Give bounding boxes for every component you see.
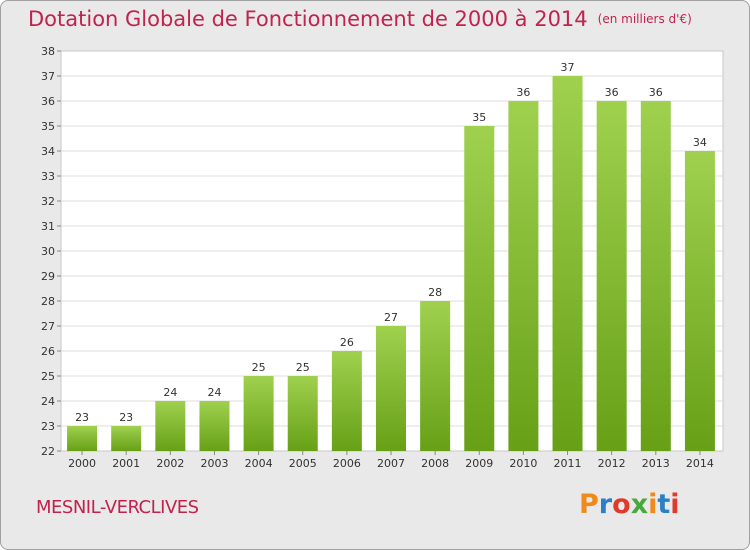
y-axis: 22 23 24 25 26 27 28 29 30 31 32 33 34 35 36 37 38 bbox=[41, 45, 61, 458]
bar-2000 bbox=[67, 426, 98, 451]
x-tick-label: 2013 bbox=[642, 457, 670, 470]
bar-value-label: 25 bbox=[252, 361, 266, 374]
bar-value-label: 26 bbox=[340, 336, 354, 349]
x-tick-label: 2009 bbox=[465, 457, 493, 470]
bar-2010 bbox=[508, 101, 539, 451]
x-tick-label: 2004 bbox=[245, 457, 273, 470]
bar-value-label: 27 bbox=[384, 311, 398, 324]
bar-value-label: 28 bbox=[428, 286, 442, 299]
chart-title-text: Dotation Globale de Fonctionnement de 20… bbox=[28, 7, 588, 31]
bar-value-label: 25 bbox=[296, 361, 310, 374]
chart-subtitle: (en milliers d'€) bbox=[597, 12, 692, 26]
bar-value-label: 34 bbox=[693, 136, 707, 149]
x-tick-label: 2007 bbox=[377, 457, 405, 470]
bar-value-label: 35 bbox=[472, 111, 486, 124]
bar-2009 bbox=[464, 126, 495, 451]
bar-value-label: 36 bbox=[605, 86, 619, 99]
bar-2011 bbox=[552, 76, 583, 451]
logo-letter: r bbox=[598, 489, 613, 520]
y-tick-label: 26 bbox=[41, 345, 55, 358]
x-tick-label: 2002 bbox=[156, 457, 184, 470]
y-tick-label: 32 bbox=[41, 195, 55, 208]
y-tick-label: 28 bbox=[41, 295, 55, 308]
y-tick-label: 24 bbox=[41, 395, 55, 408]
bar-value-label: 23 bbox=[75, 411, 89, 424]
y-tick-label: 33 bbox=[41, 170, 55, 183]
bar-value-label: 23 bbox=[119, 411, 133, 424]
bar-value-label: 36 bbox=[649, 86, 663, 99]
y-tick-label: 37 bbox=[41, 70, 55, 83]
x-tick-label: 2008 bbox=[421, 457, 449, 470]
logo-letter: x bbox=[630, 489, 649, 520]
bar-2014 bbox=[684, 151, 715, 451]
y-tick-label: 25 bbox=[41, 370, 55, 383]
x-axis: 2000 2001 2002 2003 2004 2005 2006 2007 2008 2009… bbox=[68, 451, 714, 470]
bar-2001 bbox=[111, 426, 142, 451]
y-tick-label: 35 bbox=[41, 120, 55, 133]
y-tick-label: 22 bbox=[41, 445, 55, 458]
y-tick-label: 36 bbox=[41, 95, 55, 108]
commune-name: MESNIL-VERCLIVES bbox=[36, 497, 199, 518]
bar-2003 bbox=[199, 401, 230, 451]
x-tick-label: 2006 bbox=[333, 457, 361, 470]
bar-value-label: 24 bbox=[163, 386, 177, 399]
bar-2008 bbox=[420, 301, 451, 451]
y-tick-label: 27 bbox=[41, 320, 55, 333]
bar-value-label: 24 bbox=[207, 386, 221, 399]
x-tick-label: 2000 bbox=[68, 457, 96, 470]
y-tick-label: 23 bbox=[41, 420, 55, 433]
bar-value-label: 37 bbox=[561, 61, 575, 74]
x-tick-label: 2003 bbox=[200, 457, 228, 470]
x-tick-label: 2005 bbox=[289, 457, 317, 470]
logo-letter: P bbox=[579, 489, 599, 520]
x-tick-label: 2011 bbox=[554, 457, 582, 470]
bar-2012 bbox=[596, 101, 627, 451]
bar-2002 bbox=[155, 401, 186, 451]
bar-value-label: 36 bbox=[516, 86, 530, 99]
y-tick-label: 30 bbox=[41, 245, 55, 258]
logo-letter: i bbox=[648, 489, 658, 520]
bar-2005 bbox=[287, 376, 318, 451]
bar-2006 bbox=[331, 351, 362, 451]
chart-title: Dotation Globale de Fonctionnement de 20… bbox=[28, 7, 692, 31]
proxiti-logo: Proxiti bbox=[579, 489, 680, 520]
bar-2007 bbox=[376, 326, 406, 451]
y-tick-label: 34 bbox=[41, 145, 55, 158]
bars: 23 23 24 24 25 25 26 27 28 35 36 37 36 36 34 bbox=[67, 61, 715, 451]
logo-letter: i bbox=[670, 489, 680, 520]
bar-2004 bbox=[243, 376, 274, 451]
y-tick-label: 29 bbox=[41, 270, 55, 283]
logo-letter: t bbox=[657, 489, 671, 520]
x-tick-label: 2014 bbox=[686, 457, 714, 470]
bar-2013 bbox=[640, 101, 671, 451]
y-tick-label: 38 bbox=[41, 45, 55, 58]
x-tick-label: 2001 bbox=[112, 457, 140, 470]
x-tick-label: 2012 bbox=[598, 457, 626, 470]
y-tick-label: 31 bbox=[41, 220, 55, 233]
logo-letter: o bbox=[612, 489, 631, 520]
x-tick-label: 2010 bbox=[509, 457, 537, 470]
